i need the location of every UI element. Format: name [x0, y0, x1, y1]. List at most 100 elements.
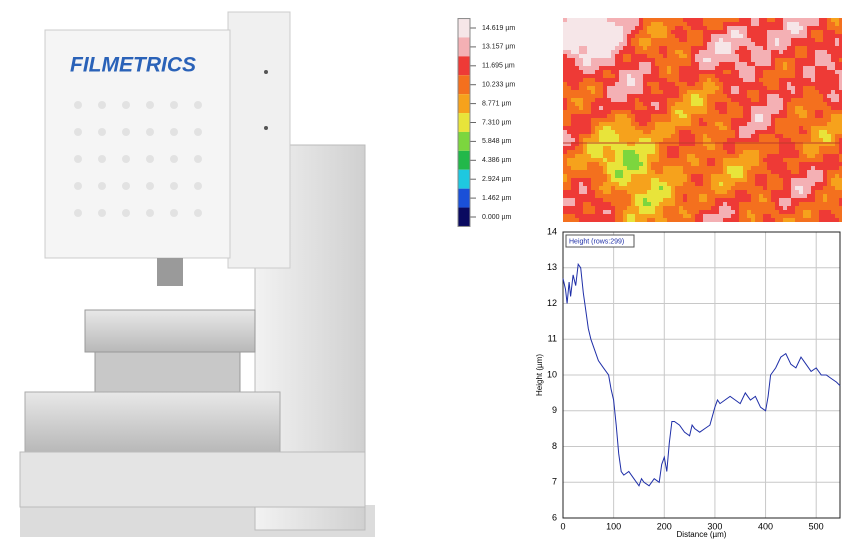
height-map-cell: [803, 46, 807, 50]
height-map-cell: [827, 66, 831, 70]
height-map-cell: [623, 18, 627, 22]
height-map-cell: [807, 126, 811, 130]
height-map-cell: [783, 18, 787, 22]
height-map-cell: [751, 86, 755, 90]
height-map-cell: [783, 150, 787, 154]
height-map-cell: [687, 130, 691, 134]
height-map-cell: [703, 62, 707, 66]
height-map-cell: [603, 66, 607, 70]
height-map-cell: [591, 98, 595, 102]
height-map-cell: [631, 146, 635, 150]
height-map-cell: [639, 70, 643, 74]
height-map-cell: [747, 186, 751, 190]
height-map-cell: [579, 62, 583, 66]
height-map-cell: [823, 206, 827, 210]
height-map-cell: [827, 158, 831, 162]
height-map-cell: [731, 98, 735, 102]
height-map-cell: [759, 18, 763, 22]
height-map-cell: [675, 122, 679, 126]
height-map-cell: [571, 118, 575, 122]
height-map-cell: [643, 62, 647, 66]
height-map-cell: [663, 158, 667, 162]
height-map-cell: [607, 86, 611, 90]
height-map-cell: [615, 118, 619, 122]
height-map-cell: [567, 154, 571, 158]
height-map-cell: [683, 138, 687, 142]
height-map-cell: [619, 214, 623, 218]
height-map-cell: [659, 86, 663, 90]
height-map-cell: [731, 114, 735, 118]
height-map-cell: [639, 214, 643, 218]
height-map-cell: [815, 210, 819, 214]
height-map-cell: [719, 18, 723, 22]
height-map-cell: [799, 114, 803, 118]
height-map-cell: [655, 194, 659, 198]
height-map-cell: [727, 138, 731, 142]
height-map-cell: [767, 106, 771, 110]
height-map-cell: [755, 146, 759, 150]
height-map-cell: [643, 194, 647, 198]
height-map-cell: [583, 178, 587, 182]
height-map-cell: [727, 118, 731, 122]
height-map-cell: [651, 178, 655, 182]
height-map-cell: [643, 134, 647, 138]
vent-dot: [146, 101, 154, 109]
height-map-cell: [827, 118, 831, 122]
height-map-cell: [623, 186, 627, 190]
height-map-cell: [595, 182, 599, 186]
screw: [264, 70, 268, 74]
height-map-cell: [699, 114, 703, 118]
height-map-cell: [703, 34, 707, 38]
height-map-cell: [603, 194, 607, 198]
height-map-cell: [571, 50, 575, 54]
height-map-cell: [567, 38, 571, 42]
height-map-cell: [675, 182, 679, 186]
height-map-cell: [667, 58, 671, 62]
colorbar-label: 10.233 µm: [482, 82, 515, 89]
height-map-cell: [755, 42, 759, 46]
height-map-cell: [655, 30, 659, 34]
height-map-cell: [687, 190, 691, 194]
height-map-cell: [615, 214, 619, 218]
height-map-cell: [655, 138, 659, 142]
height-map-cell: [771, 58, 775, 62]
height-map-cell: [631, 86, 635, 90]
height-map-cell: [807, 190, 811, 194]
height-map-cell: [759, 158, 763, 162]
height-map-cell: [823, 46, 827, 50]
height-map-cell: [783, 166, 787, 170]
height-map-cell: [671, 214, 675, 218]
height-map-cell: [719, 90, 723, 94]
height-map-cell: [607, 22, 611, 26]
height-map-cell: [587, 134, 591, 138]
height-map-cell: [615, 110, 619, 114]
height-map-cell: [587, 66, 591, 70]
height-map-cell: [739, 186, 743, 190]
height-map-cell: [815, 206, 819, 210]
height-map-cell: [779, 62, 783, 66]
height-map-cell: [803, 114, 807, 118]
height-map-cell: [731, 190, 735, 194]
height-map-cell: [675, 22, 679, 26]
height-map-cell: [603, 90, 607, 94]
height-map-cell: [671, 122, 675, 126]
height-map-cell: [643, 214, 647, 218]
height-map-cell: [603, 106, 607, 110]
height-map-cell: [723, 34, 727, 38]
height-map-cell: [683, 178, 687, 182]
height-map-cell: [775, 138, 779, 142]
height-map-cell: [611, 178, 615, 182]
height-map-cell: [711, 182, 715, 186]
height-map-cell: [611, 202, 615, 206]
height-map-cell: [591, 182, 595, 186]
height-map-cell: [795, 66, 799, 70]
height-map-cell: [827, 78, 831, 82]
height-map-cell: [803, 34, 807, 38]
vent-dot: [74, 182, 82, 190]
height-map-cell: [791, 134, 795, 138]
height-map-cell: [639, 190, 643, 194]
height-map-cell: [743, 182, 747, 186]
height-map-cell: [811, 54, 815, 58]
height-map-cell: [731, 42, 735, 46]
height-map-cell: [763, 182, 767, 186]
